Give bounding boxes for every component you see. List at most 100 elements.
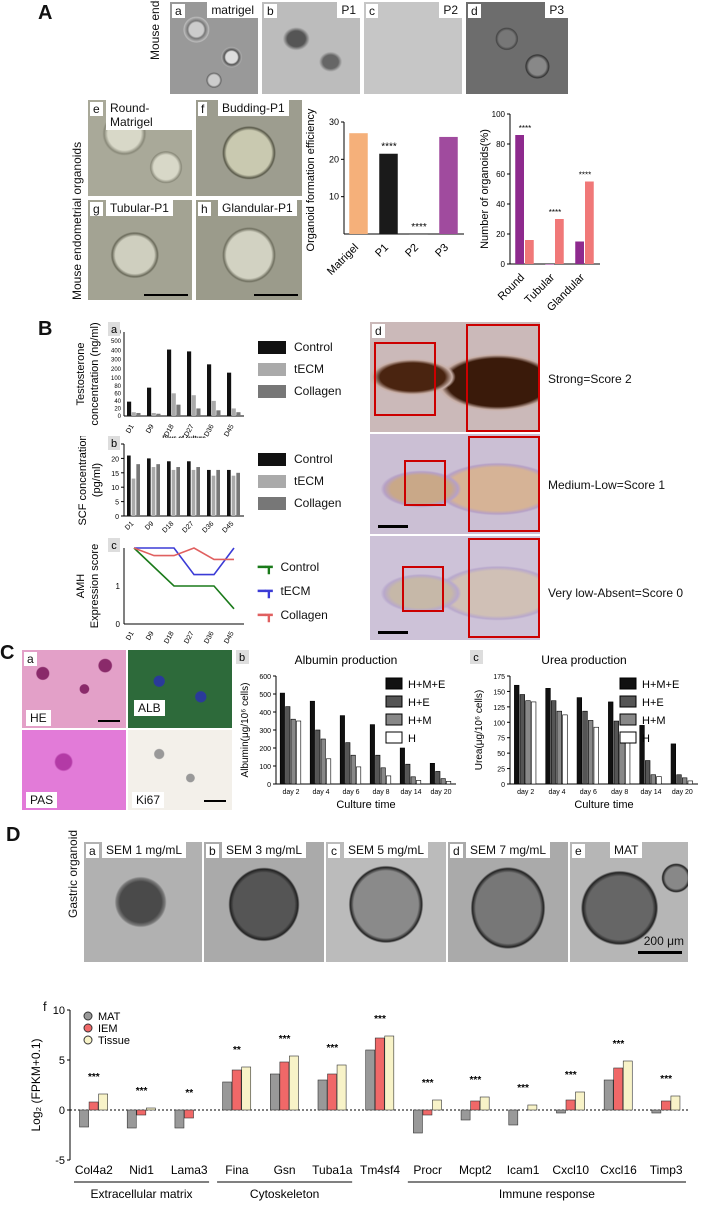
- bar: [519, 694, 525, 785]
- x-tick-label: day 20: [430, 789, 451, 796]
- significance: ***: [660, 1074, 672, 1085]
- bar: [622, 1060, 633, 1111]
- legend-label: H+E: [408, 697, 430, 709]
- bar: [525, 700, 531, 785]
- bar: [231, 475, 236, 516]
- photo-glandular-p1: h Glandular-P1: [196, 200, 302, 300]
- bar: [409, 234, 428, 235]
- bar: [365, 1049, 376, 1111]
- scale-bar: [378, 631, 408, 634]
- legend-label: H+E: [642, 697, 664, 709]
- bar: [687, 780, 693, 785]
- y-tick-label: 10: [53, 1005, 65, 1017]
- score-label: Medium-Low=Score 1: [548, 478, 666, 492]
- bar: [399, 747, 405, 785]
- y-tick-label: 20: [329, 154, 339, 164]
- bar: [369, 724, 375, 785]
- bar: [375, 754, 381, 785]
- bar: [556, 1109, 566, 1114]
- bar: [656, 776, 662, 785]
- panel-label-c: C: [0, 642, 15, 664]
- bar: [151, 467, 156, 516]
- bar: [136, 464, 140, 516]
- x-tick-label: D9: [145, 423, 156, 434]
- x-tick-label: D18: [161, 520, 175, 534]
- bar: [236, 472, 240, 516]
- bar: [315, 729, 321, 785]
- significance: **: [185, 1088, 193, 1099]
- y-tick-label: 5: [115, 500, 119, 507]
- legend-item: Control: [258, 452, 333, 466]
- bar: [196, 408, 201, 416]
- bar: [384, 1035, 395, 1111]
- zoom-inset: [468, 436, 540, 532]
- chart-cb: 0 100 200 300 400 500 600 day 2 day 4 day 6 day 8 d…: [236, 650, 456, 811]
- bar: [405, 763, 411, 785]
- x-tick-label: day 2: [282, 789, 299, 796]
- bar: [545, 264, 554, 265]
- score-label: Very low-Absent=Score 0: [548, 586, 684, 600]
- legend-item: ━┳ tECM: [258, 584, 310, 598]
- legend-label: Control: [294, 452, 333, 466]
- y-axis-label: Albumin(μg/10⁶ cells): [240, 683, 251, 778]
- legend-label: Tissue: [98, 1035, 130, 1047]
- legend-swatch: [258, 362, 286, 376]
- y-tick-label: 50: [497, 751, 505, 758]
- bar: [527, 1104, 538, 1111]
- bar: [167, 349, 172, 416]
- photo-sem-7: d SEM 7 mg/mL: [448, 842, 568, 962]
- bar: [207, 469, 211, 516]
- y-tick-label: 0: [116, 620, 121, 629]
- significance: ***: [136, 1086, 148, 1097]
- bar: [651, 1109, 662, 1114]
- sub-label: c: [473, 652, 479, 664]
- bar: [320, 738, 326, 785]
- sub-label: h: [198, 202, 211, 216]
- photo-matrigel: a matrigel: [170, 2, 258, 94]
- y-tick-label: 100: [259, 764, 271, 771]
- x-tick-label: D36: [203, 630, 216, 645]
- legend-swatch: [258, 496, 286, 510]
- bar: [184, 1109, 194, 1119]
- x-tick-label: day 8: [372, 789, 389, 796]
- scale-bar: [378, 525, 408, 528]
- x-tick-label: Cxcl10: [552, 1163, 589, 1177]
- y-tick-label: 300: [111, 358, 122, 364]
- group-label: Extracellular matrix: [91, 1187, 193, 1201]
- scale-bar: [98, 720, 120, 722]
- panel-label-a: A: [38, 2, 53, 24]
- legend-label: H+M: [408, 715, 432, 727]
- bar: [327, 1073, 337, 1111]
- bar: [296, 720, 302, 785]
- y-tick-label: 25: [497, 767, 505, 774]
- legend-swatch: [619, 677, 637, 690]
- bar: [603, 1079, 614, 1111]
- significance: ***: [374, 1014, 386, 1025]
- y-tick-label: 100: [492, 110, 506, 119]
- y-axis-label: concentration (ng/ml): [89, 322, 101, 425]
- bar: [131, 412, 136, 416]
- bar: [380, 767, 386, 785]
- legend-marker: [83, 1011, 93, 1021]
- significance: ****: [411, 222, 427, 233]
- x-tick-label: Lama3: [171, 1163, 208, 1177]
- photo-title: P2: [439, 2, 462, 18]
- bar: [171, 393, 176, 416]
- bar: [216, 469, 220, 516]
- legend-swatch: [258, 452, 286, 466]
- x-tick-label: D36: [201, 520, 215, 534]
- sub-label: g: [90, 202, 103, 216]
- bar: [191, 395, 196, 416]
- bar: [270, 1073, 280, 1111]
- x-tick-label: P3: [433, 242, 451, 260]
- significance: ***: [326, 1043, 338, 1054]
- significance: ***: [422, 1078, 434, 1089]
- legend-swatch: [385, 677, 403, 690]
- y-tick-label: -5: [55, 1155, 65, 1167]
- legend-item: ━┳ Control: [258, 560, 319, 574]
- legend-label: tECM: [294, 362, 324, 376]
- bar: [508, 1109, 519, 1126]
- sub-label: a: [111, 324, 118, 336]
- bar: [514, 684, 520, 785]
